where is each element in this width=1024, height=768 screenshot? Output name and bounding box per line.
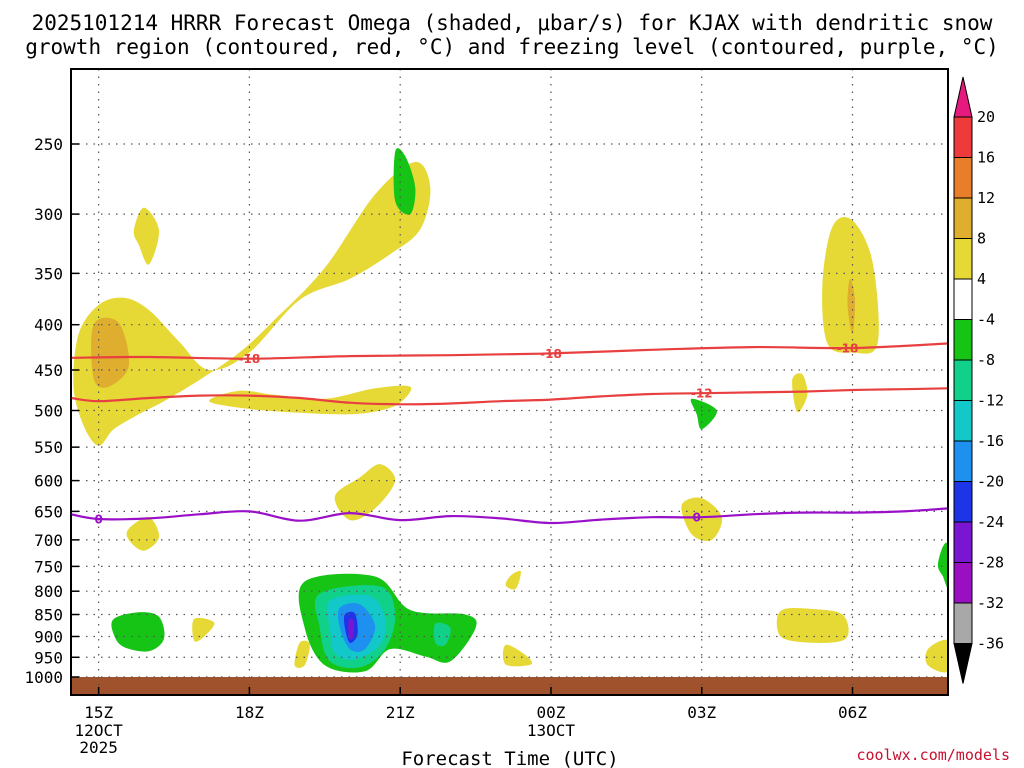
y-tick-label-250: 250 xyxy=(34,135,63,154)
colorbar-label-12: -32 xyxy=(977,594,1004,612)
contour-label-2-1: 0 xyxy=(693,511,701,525)
omega-region-2 xyxy=(91,317,130,388)
colorbar-label-1: 16 xyxy=(977,149,995,167)
colorbar-swatch-6 xyxy=(953,359,973,401)
omega-region-6 xyxy=(393,148,416,215)
surface-ground-band xyxy=(71,677,948,695)
omega-shading-layer xyxy=(71,148,948,695)
y-tick-label-350: 350 xyxy=(34,264,63,283)
colorbar-label-8: -16 xyxy=(977,432,1004,450)
omega-region-17 xyxy=(925,639,948,673)
omega-region-12 xyxy=(505,570,521,590)
colorbar-swatch-0 xyxy=(953,116,973,158)
x-tick-date-15Z: 12OCT xyxy=(75,721,124,740)
colorbar-label-4: 4 xyxy=(977,270,986,288)
colorbar-swatch-11 xyxy=(953,562,973,604)
omega-region-9 xyxy=(334,464,396,521)
y-tick-label-550: 550 xyxy=(34,438,63,457)
omega-region-5 xyxy=(847,278,856,335)
colorbar-swatch-9 xyxy=(953,481,973,523)
colorbar-swatch-4 xyxy=(953,278,973,320)
contour-label-0-0: -18 xyxy=(239,352,261,366)
colorbar-label-11: -28 xyxy=(977,554,1004,572)
y-tick-label-900: 900 xyxy=(34,627,63,646)
chart-title-line1: 2025101214 HRRR Forecast Omega (shaded, … xyxy=(32,11,993,35)
colorbar-label-7: -12 xyxy=(977,392,1004,410)
colorbar-swatch-8 xyxy=(953,440,973,482)
colorbar-swatch-3 xyxy=(953,238,973,280)
colorbar-label-2: 12 xyxy=(977,189,995,207)
omega-region-18 xyxy=(937,542,948,588)
omega-region-25 xyxy=(348,618,355,640)
contour-layer: -18 -18 -18 -12 0 0 xyxy=(70,341,949,526)
gridlines xyxy=(71,69,948,695)
contour-line-0 xyxy=(70,342,949,360)
y-tick-label-750: 750 xyxy=(34,557,63,576)
x-tick-label-15Z: 15Z xyxy=(84,703,113,722)
colorbar-swatch-5 xyxy=(953,319,973,361)
omega-region-26 xyxy=(433,622,451,647)
colorbar-swatch-1 xyxy=(953,157,973,199)
y-tick-label-400: 400 xyxy=(34,316,63,335)
chart-title-line2: growth region (contoured, red, °C) and f… xyxy=(25,35,999,59)
contour-line-2 xyxy=(70,507,949,525)
y-tick-label-600: 600 xyxy=(34,472,63,491)
x-tick-date-00Z: 13OCT xyxy=(527,721,576,740)
omega-colorbar: 20 16 12 8 4 -4 -8 -12 -16 -20 -24 -28 -32 -36 xyxy=(953,76,1004,684)
y-tick-label-450: 450 xyxy=(34,361,63,380)
y-tick-label-850: 850 xyxy=(34,606,63,625)
omega-region-10 xyxy=(126,517,160,551)
x-tick-label-00Z: 00Z xyxy=(537,703,566,722)
y-tick-label-800: 800 xyxy=(34,582,63,601)
colorbar-bottom-arrow xyxy=(953,643,973,684)
x-tick-label-21Z: 21Z xyxy=(386,703,415,722)
omega-region-0 xyxy=(73,161,431,446)
y-tick-label-650: 650 xyxy=(34,502,63,521)
y-tick-label-700: 700 xyxy=(34,531,63,550)
colorbar-swatch-10 xyxy=(953,521,973,563)
contour-label-2-0: 0 xyxy=(94,512,102,526)
colorbar-swatch-7 xyxy=(953,400,973,442)
y-tick-label-950: 950 xyxy=(34,648,63,667)
omega-region-19 xyxy=(111,612,165,652)
x-tick-label-03Z: 03Z xyxy=(687,703,716,722)
contour-line-1 xyxy=(70,387,949,406)
contour-label-0-2: -18 xyxy=(837,341,859,355)
x-tick-label-18Z: 18Z xyxy=(235,703,264,722)
omega-region-3 xyxy=(133,207,160,265)
colorbar-label-13: -36 xyxy=(977,635,1004,653)
contour-label-0-1: -18 xyxy=(540,347,562,361)
y-tick-label-1000: 1000 xyxy=(24,668,63,687)
colorbar-label-10: -24 xyxy=(977,513,1004,531)
contour-label-1-0: -12 xyxy=(691,387,713,401)
colorbar-label-3: 8 xyxy=(977,230,986,248)
plot-frame xyxy=(70,68,949,696)
omega-region-15 xyxy=(502,644,533,667)
site-credit: coolwx.com/models xyxy=(856,746,1010,764)
colorbar-top-arrow xyxy=(953,76,973,118)
colorbar-swatch-12 xyxy=(953,602,973,644)
colorbar-label-6: -8 xyxy=(977,351,995,369)
colorbar-label-9: -20 xyxy=(977,473,1004,491)
colorbar-swatch-2 xyxy=(953,197,973,239)
omega-region-7 xyxy=(792,373,808,413)
colorbar-label-5: -4 xyxy=(977,311,995,329)
y-tick-label-300: 300 xyxy=(34,205,63,224)
y-tick-label-500: 500 xyxy=(34,402,63,421)
x-tick-year-15Z: 2025 xyxy=(79,738,118,757)
x-axis-label: Forecast Time (UTC) xyxy=(401,748,618,768)
x-tick-label-06Z: 06Z xyxy=(838,703,867,722)
omega-region-8 xyxy=(690,398,717,430)
colorbar-label-0: 20 xyxy=(977,108,995,126)
omega-region-14 xyxy=(294,640,310,669)
y-axis-ticks: 250 300 350 400 450 500 550 600 650 700 750 800 850 9… xyxy=(24,135,79,687)
omega-region-13 xyxy=(192,617,215,642)
omega-region-16 xyxy=(776,608,849,643)
